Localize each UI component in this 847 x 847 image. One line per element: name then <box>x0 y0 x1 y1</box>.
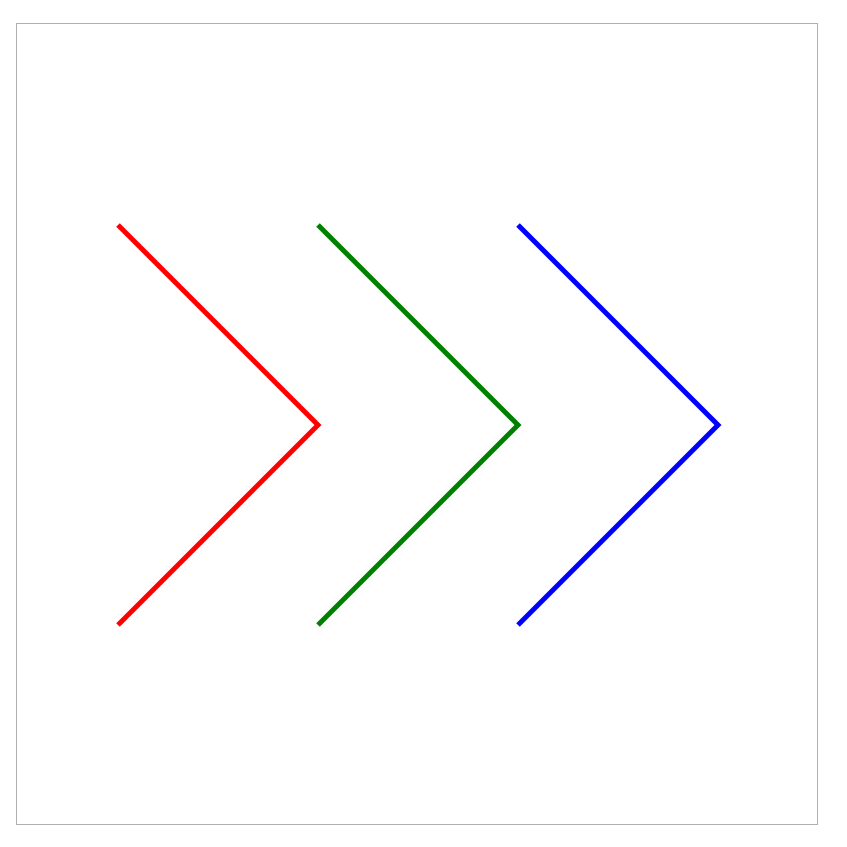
chevron-diagram <box>116 223 722 627</box>
chevron-group <box>116 223 722 627</box>
green-chevron <box>316 223 522 627</box>
red-chevron <box>116 223 322 627</box>
diagram-canvas <box>16 23 818 825</box>
blue-chevron <box>516 223 722 627</box>
